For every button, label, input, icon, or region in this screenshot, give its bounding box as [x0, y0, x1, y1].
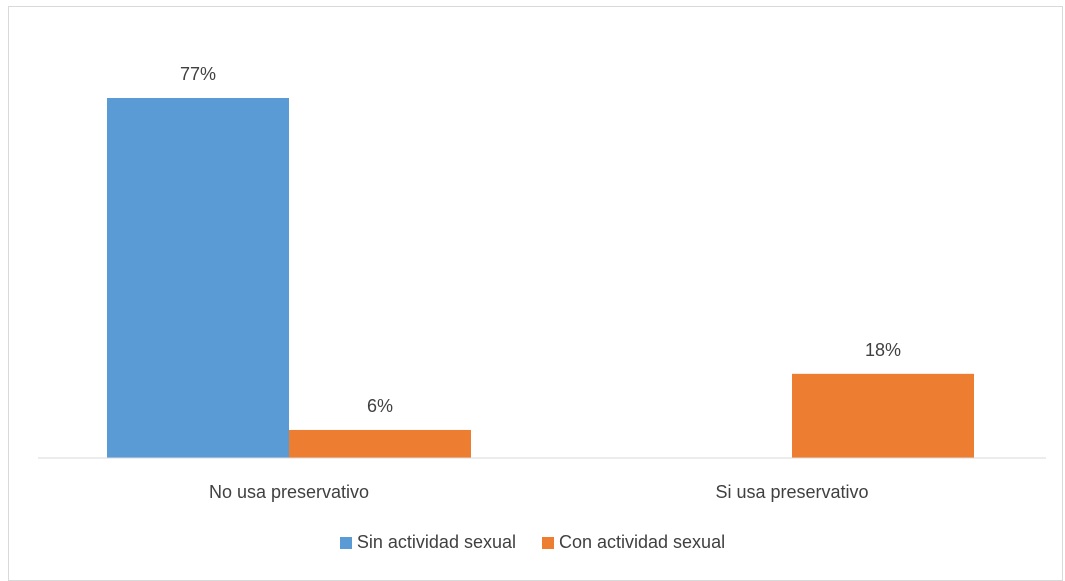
bars-group — [107, 98, 974, 458]
category-label-0: No usa preservativo — [209, 482, 369, 502]
legend-swatch-sin — [339, 536, 352, 549]
bar-1-1 — [792, 373, 974, 458]
category-label-1: Si usa preservativo — [715, 482, 868, 502]
data-label-1-0: 6% — [367, 396, 393, 416]
legend-item-con: Con actividad sexual — [541, 532, 726, 553]
legend: Sin actividad sexual Con actividad sexua… — [0, 532, 1065, 553]
bar-0-0 — [107, 98, 289, 458]
legend-label-con: Con actividad sexual — [558, 532, 726, 552]
legend-item-sin: Sin actividad sexual — [339, 532, 516, 553]
legend-swatch-con — [541, 536, 554, 549]
data-label-0-0: 77% — [180, 64, 216, 84]
labels-group: 77% 6% 18% No usa preservativo Si usa preser… — [180, 64, 901, 502]
legend-label-sin: Sin actividad sexual — [356, 532, 516, 552]
data-label-1-1: 18% — [865, 340, 901, 360]
bar-1-0 — [289, 429, 471, 458]
